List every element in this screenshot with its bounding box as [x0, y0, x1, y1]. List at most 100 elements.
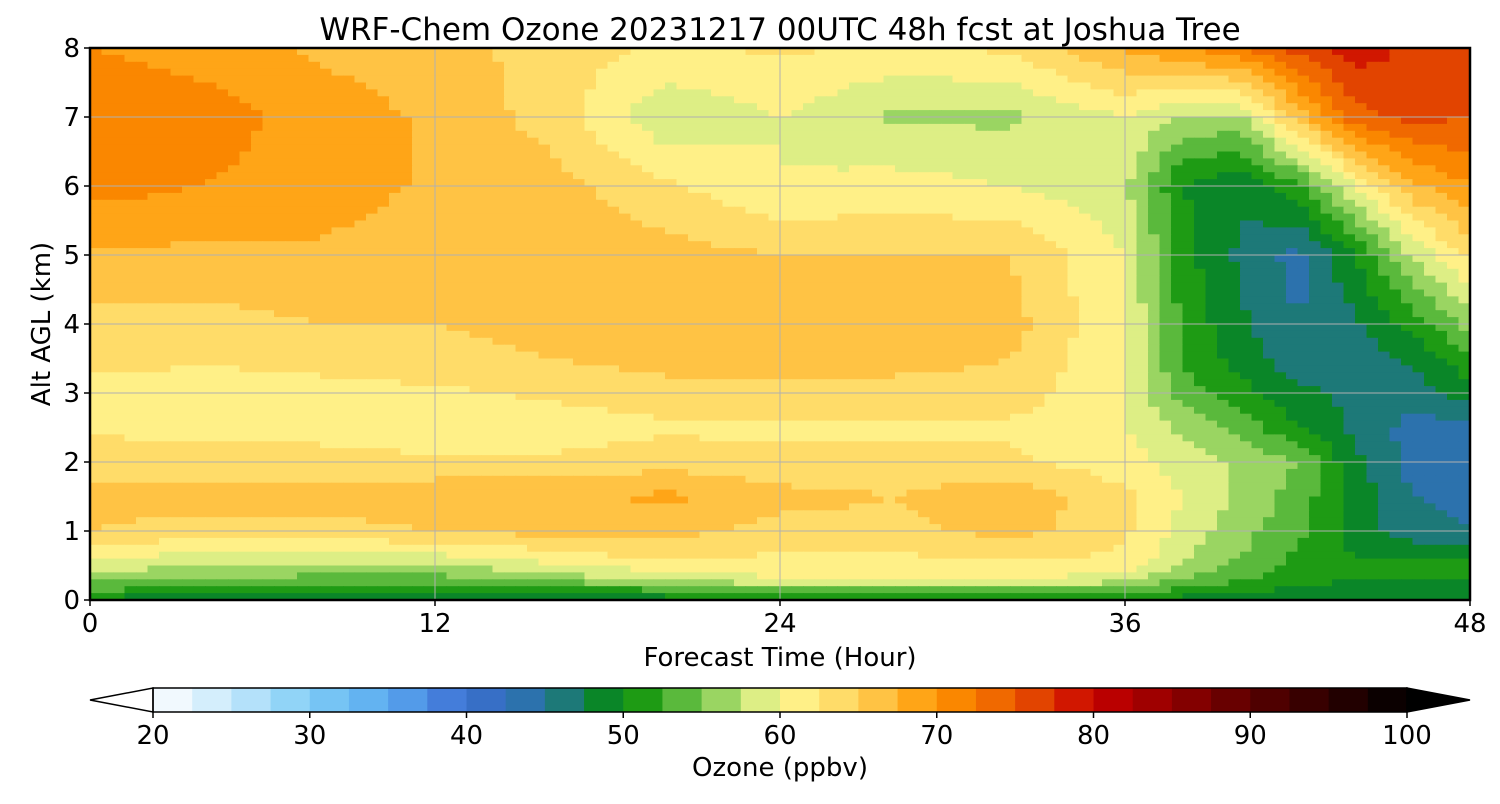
heatmap-cell: [527, 241, 540, 249]
heatmap-cell: [975, 158, 988, 166]
heatmap-cell: [458, 158, 471, 166]
heatmap-cell: [630, 158, 643, 166]
heatmap-cell: [1251, 123, 1264, 132]
heatmap-cell: [1102, 158, 1115, 166]
heatmap-cell: [1297, 165, 1310, 173]
heatmap-cell: [1412, 296, 1425, 304]
heatmap-cell: [1332, 310, 1345, 318]
heatmap-cell: [573, 275, 586, 284]
heatmap-cell: [584, 103, 597, 111]
heatmap-cell: [791, 165, 804, 173]
heatmap-cell: [147, 234, 160, 242]
heatmap-cell: [515, 68, 528, 77]
heatmap-cell: [1240, 144, 1253, 153]
heatmap-cell: [1355, 54, 1368, 63]
heatmap-cell: [1148, 89, 1161, 97]
heatmap-cell: [607, 172, 620, 180]
heatmap-cell: [389, 82, 402, 90]
heatmap-cell: [308, 61, 321, 70]
heatmap-cell: [1125, 282, 1138, 291]
heatmap-cell: [584, 89, 597, 97]
heatmap-cell: [561, 303, 574, 311]
heatmap-cell: [297, 123, 310, 132]
heatmap-cell: [665, 241, 678, 249]
heatmap-cell: [1102, 117, 1115, 125]
heatmap-cell: [1228, 110, 1241, 118]
heatmap-cell: [711, 330, 724, 339]
heatmap-cell: [872, 61, 885, 70]
heatmap-cell: [170, 234, 183, 242]
heatmap-cell: [1148, 96, 1161, 104]
heatmap-cell: [297, 227, 310, 235]
heatmap-cell: [193, 303, 206, 311]
heatmap-cell: [423, 68, 436, 77]
heatmap-cell: [1033, 82, 1046, 90]
heatmap-cell: [964, 213, 977, 222]
heatmap-cell: [699, 158, 712, 166]
heatmap-cell: [745, 241, 758, 249]
heatmap-cell: [596, 324, 609, 332]
heatmap-cell: [550, 241, 563, 249]
heatmap-cell: [1401, 68, 1414, 77]
heatmap-cell: [1159, 89, 1172, 97]
heatmap-cell: [239, 186, 252, 194]
heatmap-cell: [435, 199, 448, 208]
heatmap-cell: [1021, 289, 1034, 297]
heatmap-cell: [1332, 227, 1345, 235]
heatmap-cell: [538, 110, 551, 118]
heatmap-cell: [124, 275, 137, 284]
heatmap-cell: [101, 213, 114, 222]
heatmap-cell: [1010, 289, 1023, 297]
heatmap-cell: [642, 117, 655, 125]
heatmap-cell: [136, 186, 149, 194]
heatmap-cell: [216, 68, 229, 77]
heatmap-cell: [1309, 192, 1322, 201]
heatmap-cell: [1171, 158, 1184, 166]
heatmap-cell: [768, 165, 781, 173]
heatmap-cell: [596, 241, 609, 249]
heatmap-cell: [1205, 206, 1218, 215]
heatmap-cell: [1159, 213, 1172, 222]
heatmap-cell: [308, 275, 321, 284]
heatmap-cell: [745, 199, 758, 208]
heatmap-cell: [101, 172, 114, 180]
heatmap-cell: [136, 96, 149, 104]
heatmap-cell: [504, 144, 517, 153]
heatmap-cell: [791, 303, 804, 311]
heatmap-cell: [1136, 123, 1149, 132]
heatmap-cell: [1424, 172, 1437, 180]
heatmap-cell: [688, 206, 701, 215]
heatmap-cell: [1079, 227, 1092, 235]
heatmap-cell: [1194, 296, 1207, 304]
heatmap-cell: [837, 317, 850, 325]
heatmap-cell: [872, 75, 885, 84]
heatmap-cell: [699, 296, 712, 304]
heatmap-cell: [941, 186, 954, 194]
heatmap-cell: [147, 61, 160, 70]
heatmap-cell: [285, 324, 298, 332]
heatmap-cell: [918, 110, 931, 118]
heatmap-cell: [1458, 75, 1470, 84]
heatmap-cell: [1113, 103, 1126, 111]
heatmap-cell: [573, 241, 586, 249]
heatmap-cell: [320, 220, 333, 228]
heatmap-cell: [550, 172, 563, 180]
heatmap-cell: [1355, 165, 1368, 173]
heatmap-cell: [1343, 234, 1356, 242]
heatmap-cell: [446, 165, 459, 173]
heatmap-cell: [285, 282, 298, 291]
heatmap-cell: [607, 179, 620, 187]
heatmap-cell: [90, 110, 103, 118]
heatmap-cell: [389, 282, 402, 291]
heatmap-cell: [343, 282, 356, 291]
heatmap-cell: [124, 317, 137, 325]
heatmap-cell: [1274, 199, 1287, 208]
heatmap-cell: [883, 48, 896, 56]
heatmap-cell: [906, 151, 919, 159]
heatmap-cell: [872, 324, 885, 332]
heatmap-cell: [1125, 144, 1138, 153]
heatmap-cell: [515, 192, 528, 201]
heatmap-cell: [941, 199, 954, 208]
heatmap-cell: [975, 54, 988, 63]
heatmap-cell: [757, 75, 770, 84]
